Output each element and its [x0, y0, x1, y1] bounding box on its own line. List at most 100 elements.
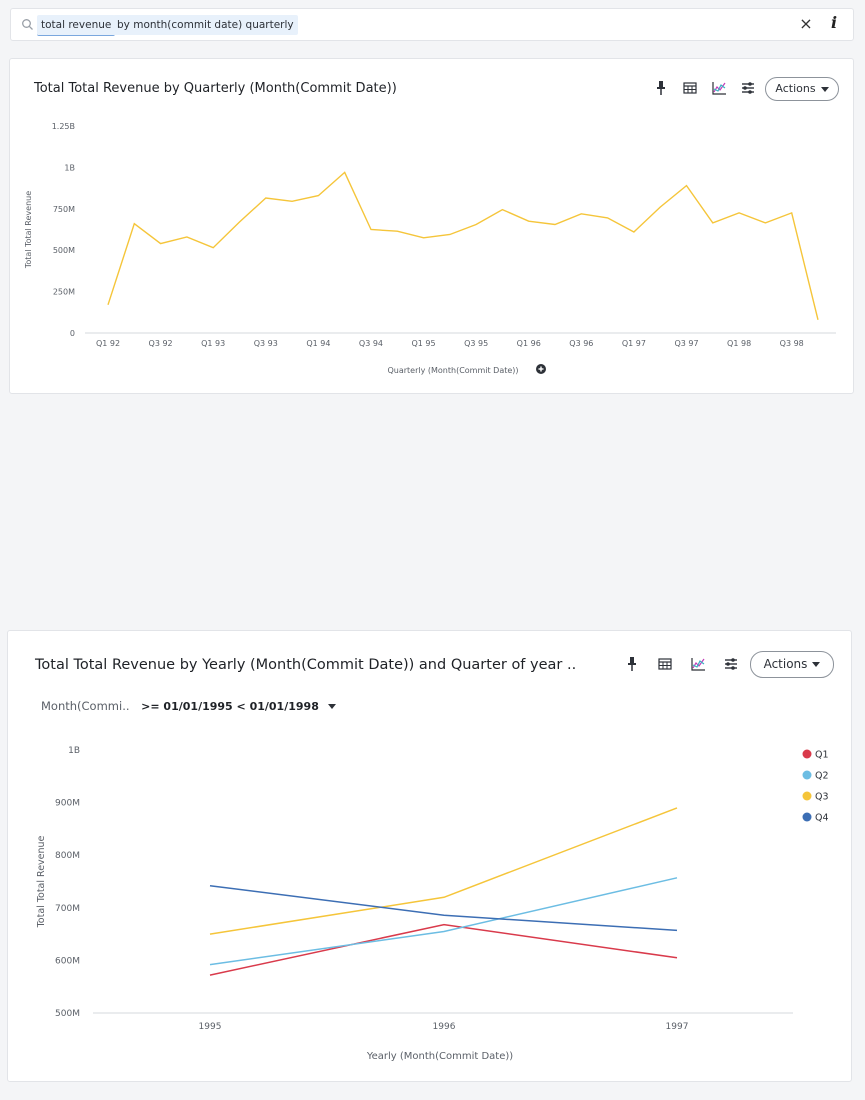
- actions-button[interactable]: Actions: [750, 651, 834, 678]
- data-point[interactable]: [290, 199, 294, 203]
- data-point[interactable]: [442, 913, 447, 918]
- search-token-measure[interactable]: total revenue: [37, 15, 116, 36]
- chart-card-yearly: Total Total Revenue by Yearly (Month(Com…: [7, 630, 852, 1082]
- info-icon[interactable]: i: [830, 13, 838, 32]
- x-tick-label: Q1 97: [622, 339, 646, 348]
- data-point[interactable]: [208, 962, 213, 967]
- legend-swatch[interactable]: [802, 749, 812, 759]
- data-point[interactable]: [474, 222, 478, 226]
- data-point[interactable]: [208, 932, 213, 937]
- y-tick-label: 600M: [55, 956, 80, 966]
- data-point[interactable]: [442, 895, 447, 900]
- series-line[interactable]: [107, 171, 819, 320]
- search-bar[interactable]: total revenue by month(commit date) quar…: [10, 8, 854, 41]
- data-point[interactable]: [158, 241, 162, 245]
- line-chart: 500M 600M 700M 800M 900M 1B 1995 1996 1997 Q1 Q2 Q3…: [36, 746, 829, 1062]
- data-point[interactable]: [711, 221, 715, 225]
- chevron-down-icon[interactable]: [327, 704, 336, 709]
- data-point[interactable]: [421, 236, 425, 240]
- legend-label[interactable]: Q2: [815, 771, 829, 782]
- data-point[interactable]: [442, 922, 447, 927]
- data-point[interactable]: [553, 222, 557, 226]
- data-point[interactable]: [208, 883, 213, 888]
- date-filter[interactable]: Month(Commi.. >= 01/01/1995 < 01/01/1998: [41, 699, 336, 713]
- data-point[interactable]: [675, 928, 680, 933]
- x-tick-label: 1995: [199, 1022, 222, 1032]
- legend-label[interactable]: Q3: [815, 792, 829, 803]
- y-axis-title: Total Total Revenue: [24, 191, 33, 269]
- table-icon[interactable]: [681, 79, 699, 97]
- line-chart: 0 250M 500M 750M 1B 1.25B Q1 92 Q3 92 Q1 93 Q3 93…: [24, 122, 836, 375]
- series-line-q4[interactable]: [209, 884, 678, 932]
- data-point[interactable]: [211, 246, 215, 250]
- data-point[interactable]: [816, 318, 820, 322]
- add-column-icon[interactable]: [536, 364, 546, 374]
- x-axis-title[interactable]: Quarterly (Month(Commit Date)): [387, 366, 518, 375]
- y-tick-label: 1B: [68, 746, 80, 756]
- data-point[interactable]: [106, 303, 110, 307]
- data-point[interactable]: [500, 207, 504, 211]
- search-token-attribute[interactable]: by month(commit date) quarterly: [113, 15, 298, 35]
- clear-search-button[interactable]: ×: [799, 14, 813, 33]
- data-point[interactable]: [579, 212, 583, 216]
- x-tick-label: 1997: [666, 1022, 689, 1032]
- data-point[interactable]: [675, 805, 680, 810]
- x-axis-title[interactable]: Yearly (Month(Commit Date)): [366, 1051, 513, 1062]
- data-point[interactable]: [395, 229, 399, 233]
- x-tick-label: Q3 94: [359, 339, 383, 348]
- data-point[interactable]: [264, 196, 268, 200]
- data-point[interactable]: [684, 183, 688, 187]
- data-point[interactable]: [632, 230, 636, 234]
- data-point[interactable]: [132, 222, 136, 226]
- data-point[interactable]: [527, 219, 531, 223]
- data-point[interactable]: [185, 235, 189, 239]
- data-point[interactable]: [605, 216, 609, 220]
- x-tick-label: Q3 93: [254, 339, 278, 348]
- series-line-q3[interactable]: [209, 807, 678, 935]
- data-point[interactable]: [675, 875, 680, 880]
- settings-icon[interactable]: [722, 655, 740, 673]
- table-icon[interactable]: [656, 655, 674, 673]
- actions-label: Actions: [775, 82, 816, 95]
- x-tick-label: Q3 98: [780, 339, 804, 348]
- data-point[interactable]: [237, 220, 241, 224]
- series-line-q1[interactable]: [209, 923, 678, 976]
- legend-swatch[interactable]: [802, 812, 812, 822]
- series-line-q2[interactable]: [209, 877, 678, 966]
- data-point[interactable]: [448, 232, 452, 236]
- legend-label[interactable]: Q1: [815, 750, 829, 761]
- legend-swatch[interactable]: [802, 791, 812, 801]
- data-point[interactable]: [442, 929, 447, 934]
- data-point[interactable]: [790, 211, 794, 215]
- legend-label[interactable]: Q4: [815, 813, 829, 824]
- filter-value[interactable]: >= 01/01/1995 < 01/01/1998: [141, 700, 319, 713]
- data-point[interactable]: [737, 211, 741, 215]
- data-point[interactable]: [342, 170, 346, 174]
- data-point[interactable]: [658, 205, 662, 209]
- chart-icon[interactable]: [689, 655, 707, 673]
- actions-button[interactable]: Actions: [765, 77, 839, 101]
- settings-icon[interactable]: [739, 79, 757, 97]
- y-tick-label: 500M: [55, 1009, 80, 1019]
- pin-icon[interactable]: [652, 79, 670, 97]
- data-point[interactable]: [675, 955, 680, 960]
- data-point[interactable]: [763, 221, 767, 225]
- caret-down-icon: [812, 662, 821, 667]
- search-icon: [22, 19, 33, 30]
- y-tick-label: 1B: [64, 163, 75, 172]
- y-tick-label: 800M: [55, 851, 80, 861]
- y-tick-label: 900M: [55, 799, 80, 809]
- pin-icon[interactable]: [623, 655, 641, 673]
- y-tick-label: 700M: [55, 904, 80, 914]
- data-point[interactable]: [369, 227, 373, 231]
- chart-card-quarterly: Total Total Revenue by Quarterly (Month(…: [9, 58, 854, 394]
- legend-swatch[interactable]: [802, 770, 812, 780]
- data-point[interactable]: [208, 973, 213, 978]
- x-tick-label: Q3 97: [674, 339, 698, 348]
- chart-icon[interactable]: [710, 79, 728, 97]
- x-tick-label: Q1 98: [727, 339, 751, 348]
- y-tick-label: 250M: [53, 288, 75, 297]
- x-tick-label: Q1 92: [96, 339, 120, 348]
- filter-field-label: Month(Commi..: [41, 699, 130, 713]
- data-point[interactable]: [316, 193, 320, 197]
